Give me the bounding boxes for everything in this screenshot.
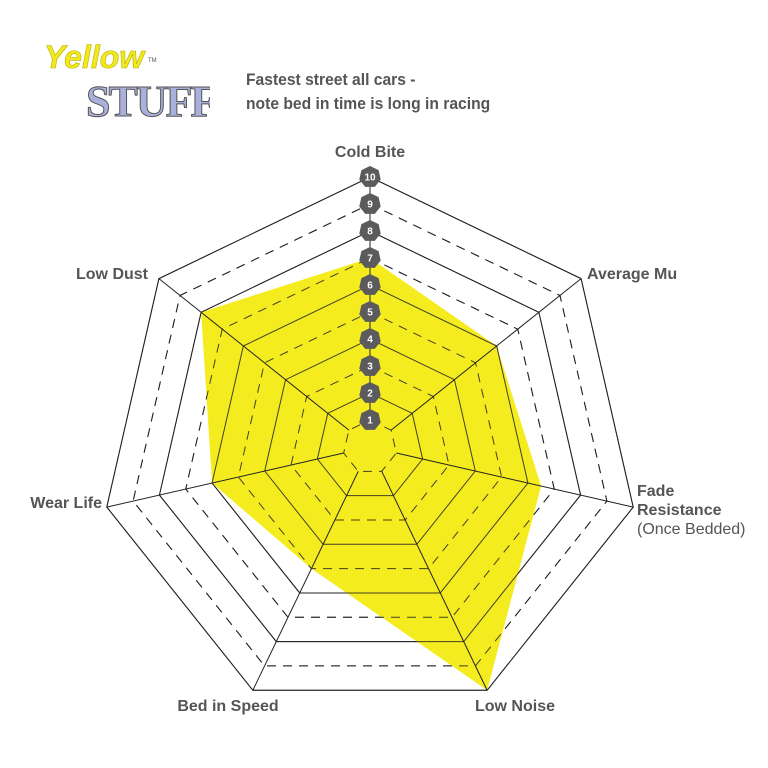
title-line-2: note bed in time is long in racing [246,94,491,113]
grid-ring-10 [106,176,634,691]
grid-spoke [396,452,634,508]
scale-badge-8: 8 [359,220,381,241]
scale-badge-label: 2 [367,389,373,400]
scale-badge-10: 10 [359,166,381,187]
grid-ring-6 [211,284,529,594]
scale-badge-4: 4 [359,328,381,349]
grid-spoke [252,471,359,691]
radar-data-area [201,258,542,691]
yellow-stuff-logo: Yellow TM STUFF [44,39,210,126]
scale-badge-label: 6 [367,281,373,292]
scale-badge-label: 8 [367,227,373,238]
grid-spoke [381,471,488,691]
grid-ring-5 [237,311,503,570]
title-line-1: Fastest street all cars - [246,70,416,89]
axis-labels: Cold Bite Average Mu Fade Resistance (Once B… [30,144,745,715]
scale-badge-label: 9 [367,200,373,211]
scale-badge-label: 4 [367,335,373,346]
logo-stuff-text: STUFF [86,77,210,126]
scale-badge-label: 10 [364,173,376,184]
grid-ring-8 [158,230,582,643]
scale-badge-label: 5 [367,308,373,319]
grid-ring-4 [264,338,476,545]
chart-title: Fastest street all cars - note bed in ti… [246,68,490,116]
grid-ring-9 [132,203,608,667]
scale-badge-5: 5 [359,301,381,322]
scale-badge-3: 3 [359,355,381,376]
scale-badge-2: 2 [359,382,381,403]
axis-label-low-dust: Low Dust [76,266,149,283]
scale-badges: 1 2 3 4 5 6 7 8 9 10 [359,166,381,430]
axis-label-bed-in-speed: Bed in Speed [177,698,278,715]
radar-grid-overlay [106,176,634,691]
axis-label-wear-life: Wear Life [30,495,102,512]
axis-label-fade-resistance: Fade Resistance (Once Bedded) [637,483,746,538]
scale-badge-6: 6 [359,274,381,295]
grid-ring-2 [316,392,424,497]
scale-badge-9: 9 [359,193,381,214]
grid-spoke [106,452,344,508]
axis-label-average-mu: Average Mu [587,266,677,283]
logo-tm: TM [148,58,157,64]
grid-ring-3 [290,365,450,521]
scale-badge-label: 3 [367,362,373,373]
axis-label-low-noise: Low Noise [475,698,555,715]
logo-yellow-text: Yellow [44,39,146,75]
scale-badge-7: 7 [359,247,381,268]
grid-ring-1 [343,419,397,472]
scale-badge-1: 1 [359,409,381,430]
scale-badge-label: 1 [367,416,373,427]
scale-badge-label: 7 [367,254,373,265]
axis-label-cold-bite: Cold Bite [335,144,405,161]
grid-spoke [390,278,582,431]
grid-spoke [158,278,350,431]
